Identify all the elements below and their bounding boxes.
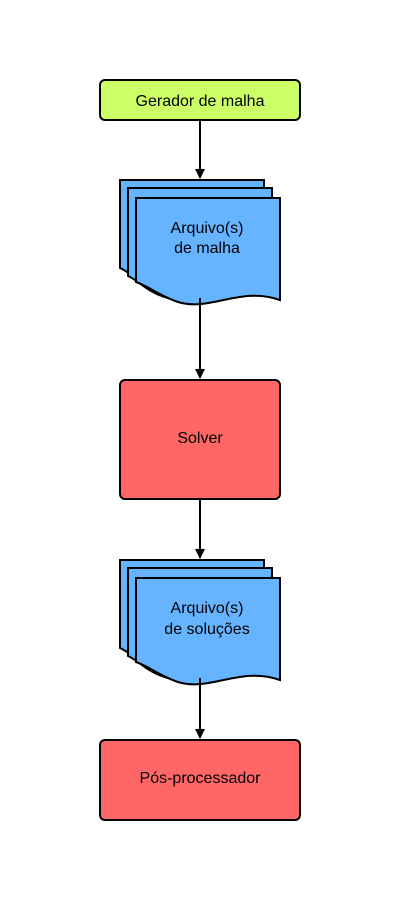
mesh-generator-node: Gerador de malha [99,79,301,121]
solution-files-sheet-front [135,577,281,686]
solution-files-label-line2: de soluções [164,621,249,638]
solver-label: Solver [177,430,223,447]
solver-node: Solver [119,379,281,500]
mesh-files-label-line2: de malha [174,240,240,257]
solution-files-node: Arquivo(s) de soluções [119,559,281,686]
solution-files-label-line1: Arquivo(s) [171,600,244,617]
mesh-files-label-line1: Arquivo(s) [171,220,244,237]
mesh-files-sheet-front [135,197,281,306]
mesh-files-node: Arquivo(s) de malha [119,179,281,306]
post-processor-node: Pós-processador [99,739,301,821]
mesh-generator-label: Gerador de malha [136,93,265,110]
post-processor-label: Pós-processador [140,770,262,787]
